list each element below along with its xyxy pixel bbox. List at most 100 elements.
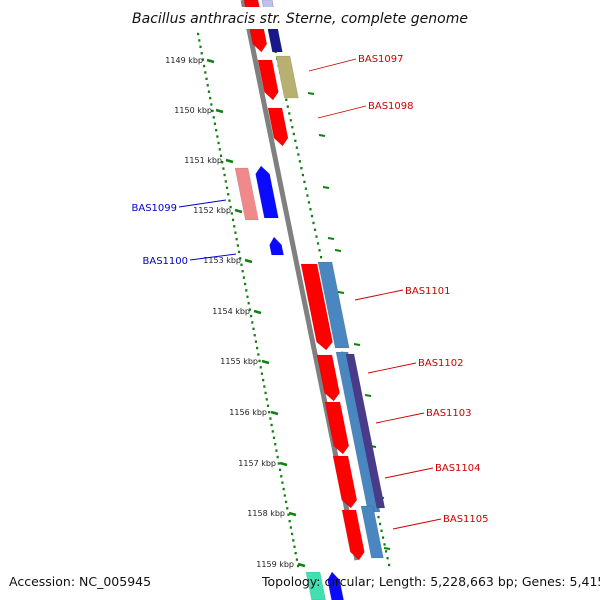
cds-block-olive <box>275 55 299 99</box>
ruler-dot <box>293 545 296 548</box>
ruler-dot <box>229 205 232 209</box>
ruler-dot <box>219 154 223 157</box>
cds-block-teal <box>305 571 326 600</box>
outer-track-dash <box>307 92 315 95</box>
kbp-tick <box>270 410 279 416</box>
gene-labels: BAS1097 BAS1098 BAS1099 BAS1100 BAS1101 BAS11… <box>132 54 489 530</box>
ruler-dot <box>234 231 237 234</box>
cds-arrow-forward <box>324 401 350 455</box>
kbp-label: 1155 kbp <box>220 357 258 366</box>
kbp-label: 1157 kbp <box>238 459 276 468</box>
outer-track-dot <box>307 201 311 204</box>
cds-block-steel <box>360 505 384 559</box>
ruler-dot <box>213 122 217 125</box>
cds-arrow-reverse <box>327 571 344 600</box>
ruler-dot <box>241 269 244 273</box>
accession-text: Accession: NC_005945 <box>9 574 151 589</box>
outer-track-dot <box>297 153 300 156</box>
outer-track-dot <box>318 249 321 252</box>
outer-track-dot <box>291 125 294 129</box>
kbp-tick <box>215 108 224 114</box>
kbp-tick <box>225 158 234 164</box>
ruler-dot <box>224 180 227 183</box>
gene-leader-line <box>317 105 367 119</box>
gene-label-bas1099: BAS1099 <box>132 203 178 214</box>
kbp-tick <box>244 258 253 264</box>
outer-track-dot <box>380 529 383 532</box>
ruler-dot <box>240 263 243 266</box>
ruler-dot <box>287 513 290 516</box>
outer-track-dot <box>295 146 298 149</box>
kbp-label: 1159 kbp <box>256 560 294 569</box>
ruler-dot <box>271 430 274 433</box>
gene-leader-line <box>392 518 442 530</box>
ruler-dot <box>256 346 259 350</box>
ruler-dot <box>290 532 294 536</box>
ruler-dot <box>247 302 250 305</box>
ruler-dot <box>211 109 214 113</box>
gene-label-bas1102: BAS1102 <box>418 358 464 369</box>
cds-block-steel <box>317 261 350 349</box>
ruler-dot <box>268 410 271 414</box>
ruler-dot <box>236 244 239 247</box>
ruler-dot <box>200 52 203 55</box>
ruler-dot <box>216 135 219 138</box>
ruler-dot <box>252 327 255 331</box>
gene-label-bas1097: BAS1097 <box>358 54 404 65</box>
cds-arrow-forward <box>267 107 289 147</box>
cds-arrow-forward <box>300 263 333 351</box>
outer-track-dot <box>383 543 386 546</box>
ruler-dot <box>270 423 273 427</box>
gene-leader-line <box>354 289 404 301</box>
ruler-dot <box>209 96 212 100</box>
ruler-dot <box>218 148 221 151</box>
ruler-dot <box>262 378 265 382</box>
kbp-label: 1153 kbp <box>203 256 241 265</box>
kbp-tick <box>206 58 215 64</box>
outer-track-dot <box>289 119 292 122</box>
cds-block-purple <box>345 353 386 509</box>
ruler-dot <box>269 417 272 420</box>
kbp-label: 1158 kbp <box>247 509 285 518</box>
ruler-dot <box>272 436 276 440</box>
ruler-dot <box>284 500 288 504</box>
ruler-dot <box>246 295 249 298</box>
kbp-label: 1156 kbp <box>229 408 267 417</box>
outer-track-dot <box>388 563 391 567</box>
outer-track-dot <box>288 112 291 115</box>
gene-label-bas1098: BAS1098 <box>368 101 414 112</box>
ruler-dot <box>280 475 283 478</box>
gene-label-bas1103: BAS1103 <box>426 408 472 419</box>
ruler-dot <box>227 193 230 196</box>
outer-track-dot <box>386 556 389 560</box>
ruler-dot <box>254 340 258 343</box>
ruler-dot <box>250 314 253 318</box>
ruler-dot <box>217 141 220 145</box>
kbp-label: 1151 kbp <box>184 156 222 165</box>
cds-arrow-forward <box>257 59 279 101</box>
outer-track-dash <box>337 291 345 294</box>
kbp-tick <box>234 208 243 214</box>
outer-track-dot <box>309 208 312 211</box>
outer-track-dot <box>294 139 297 143</box>
ruler-dot <box>251 321 254 324</box>
outer-track-dash <box>353 343 361 346</box>
ruler-dot <box>204 71 207 74</box>
outer-track-dot <box>313 228 317 231</box>
ruler-dot <box>198 39 201 42</box>
kbp-tick <box>279 461 288 467</box>
ruler-dot <box>266 404 270 407</box>
cds-block-light <box>234 167 259 221</box>
gene-leader-line <box>189 253 237 261</box>
ruler-dot <box>265 398 268 401</box>
ruler-dot <box>201 58 205 61</box>
genome-summary-text: Topology: circular; Length: 5,228,663 bp… <box>261 574 600 589</box>
ruler-dot <box>289 526 292 529</box>
ruler-dot <box>275 449 278 452</box>
ruler-dot <box>239 257 242 260</box>
outer-track-dot <box>316 242 320 245</box>
ruler-dot <box>242 276 245 279</box>
gene-label-bas1104: BAS1104 <box>435 463 481 474</box>
